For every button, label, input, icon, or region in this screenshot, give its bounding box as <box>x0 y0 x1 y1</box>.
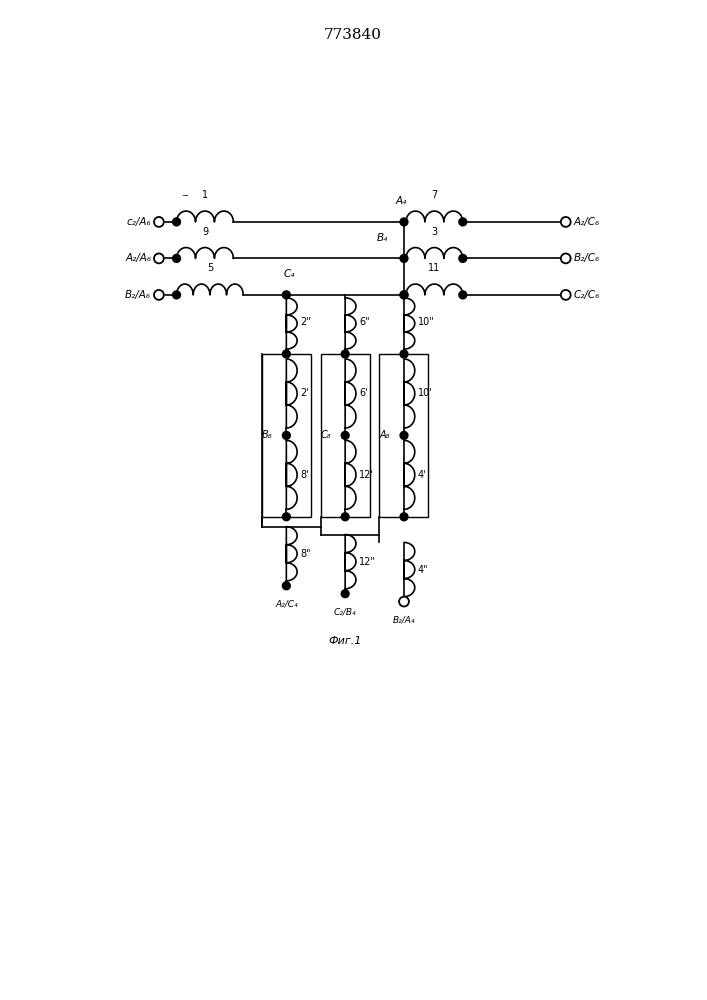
Text: C₂/B₄: C₂/B₄ <box>334 607 356 616</box>
Text: 4': 4' <box>418 470 426 480</box>
Text: A₂/A₆: A₂/A₆ <box>125 253 151 263</box>
Circle shape <box>282 513 291 521</box>
Text: −: − <box>182 191 189 200</box>
Circle shape <box>561 290 571 300</box>
Circle shape <box>282 431 291 439</box>
Text: C₂/C₆: C₂/C₆ <box>573 290 600 300</box>
Text: A₄: A₄ <box>395 196 407 206</box>
Text: 3: 3 <box>431 227 438 237</box>
Circle shape <box>400 291 408 299</box>
Text: C₈: C₈ <box>321 430 332 440</box>
Text: B₄: B₄ <box>377 233 388 243</box>
Circle shape <box>341 350 349 358</box>
Circle shape <box>400 431 408 439</box>
Text: B₈: B₈ <box>262 430 273 440</box>
Text: 4": 4" <box>418 565 428 575</box>
Circle shape <box>173 291 180 299</box>
Text: 11: 11 <box>428 263 440 273</box>
Text: 773840: 773840 <box>324 28 382 42</box>
Circle shape <box>399 597 409 606</box>
Text: 12": 12" <box>359 557 375 567</box>
Text: A₈: A₈ <box>380 430 390 440</box>
Text: B₂/A₆: B₂/A₆ <box>125 290 151 300</box>
Text: c₂/A₆: c₂/A₆ <box>127 217 151 227</box>
Circle shape <box>341 431 349 439</box>
Text: A₂/C₆: A₂/C₆ <box>573 217 600 227</box>
Circle shape <box>154 217 164 227</box>
Circle shape <box>400 254 408 262</box>
Circle shape <box>282 350 291 358</box>
Text: 10": 10" <box>418 317 435 327</box>
Circle shape <box>282 291 291 299</box>
Circle shape <box>459 291 467 299</box>
Text: 12': 12' <box>359 470 374 480</box>
Text: 8": 8" <box>300 549 310 559</box>
Bar <box>380 354 428 517</box>
Circle shape <box>459 218 467 226</box>
Circle shape <box>459 254 467 262</box>
Circle shape <box>341 513 349 521</box>
Bar <box>321 354 370 517</box>
Bar <box>262 354 311 517</box>
Circle shape <box>400 218 408 226</box>
Text: 9: 9 <box>202 227 208 237</box>
Circle shape <box>561 253 571 263</box>
Text: B₂/C₆: B₂/C₆ <box>573 253 600 263</box>
Circle shape <box>154 253 164 263</box>
Circle shape <box>173 254 180 262</box>
Text: 1: 1 <box>202 190 208 200</box>
Circle shape <box>561 217 571 227</box>
Text: 7: 7 <box>431 190 438 200</box>
Text: 10': 10' <box>418 388 433 398</box>
Text: 2": 2" <box>300 317 311 327</box>
Text: 6': 6' <box>359 388 368 398</box>
Circle shape <box>154 290 164 300</box>
Text: 8': 8' <box>300 470 309 480</box>
Text: 2': 2' <box>300 388 309 398</box>
Circle shape <box>341 590 349 598</box>
Text: 5: 5 <box>206 263 213 273</box>
Text: Фиг.1: Фиг.1 <box>329 636 362 646</box>
Text: B₂/A₄: B₂/A₄ <box>392 615 415 624</box>
Circle shape <box>400 513 408 521</box>
Circle shape <box>173 218 180 226</box>
Text: A₂/C₄: A₂/C₄ <box>275 600 298 609</box>
Circle shape <box>282 582 291 590</box>
Circle shape <box>400 350 408 358</box>
Text: 6": 6" <box>359 317 370 327</box>
Circle shape <box>400 291 408 299</box>
Text: C₄: C₄ <box>284 269 295 279</box>
